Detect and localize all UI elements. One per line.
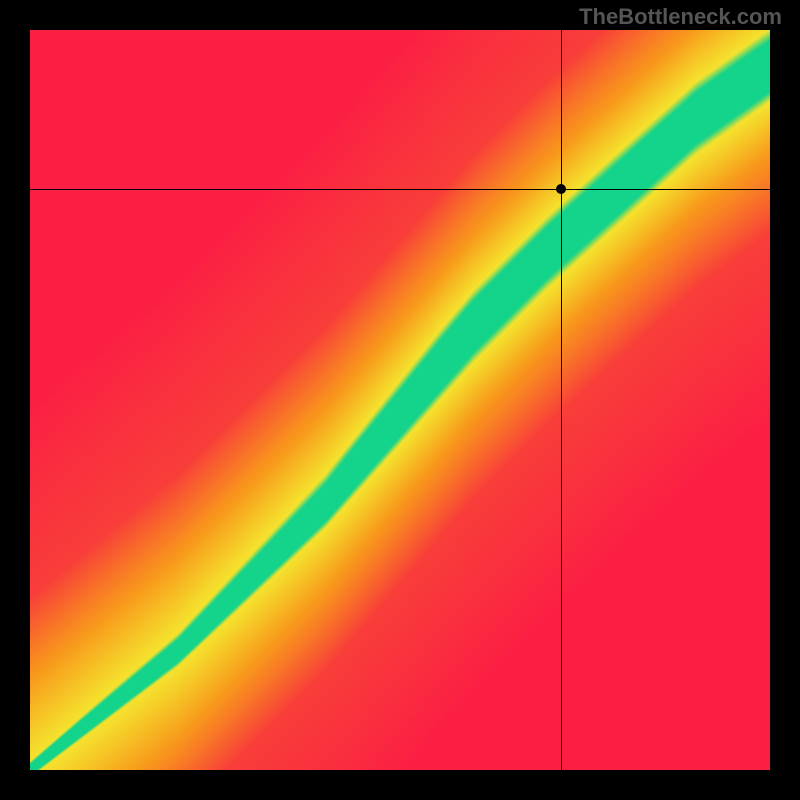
crosshair-vertical [561,30,562,770]
crosshair-marker [556,184,566,194]
crosshair-horizontal [30,189,770,190]
watermark-text: TheBottleneck.com [579,4,782,30]
bottleneck-heatmap [30,30,770,770]
heatmap-canvas [30,30,770,770]
